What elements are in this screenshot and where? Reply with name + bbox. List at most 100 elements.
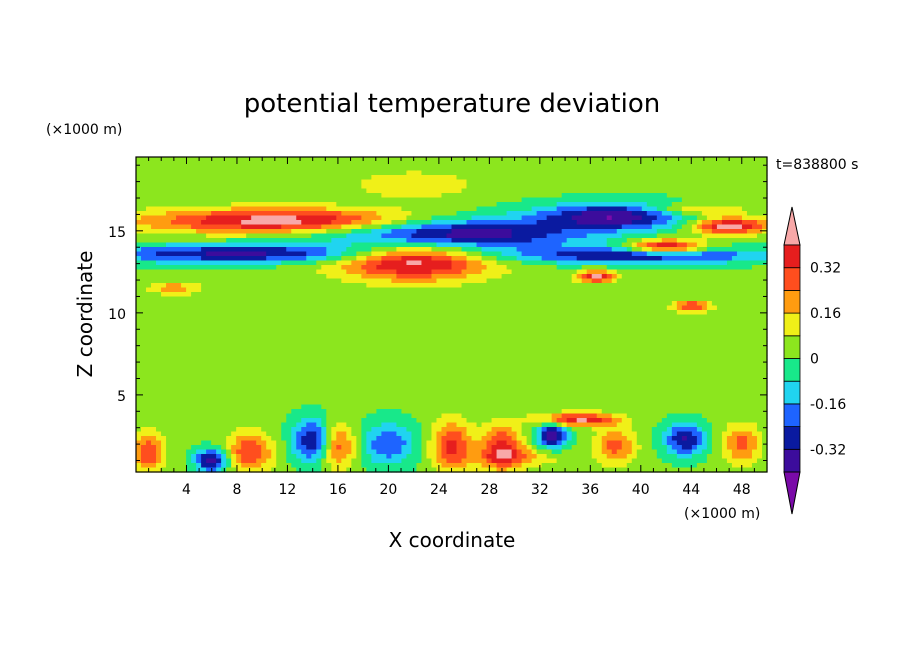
heatmap-cell <box>611 328 618 334</box>
heatmap-cell <box>471 215 478 221</box>
heatmap-cell <box>386 301 393 307</box>
heatmap-cell <box>326 229 332 235</box>
heatmap-cell <box>171 296 177 302</box>
heatmap-cell <box>626 233 633 239</box>
heatmap-cell <box>661 193 668 199</box>
heatmap-cell <box>361 220 367 226</box>
heatmap-cell <box>486 274 493 280</box>
heatmap-cell <box>266 296 272 302</box>
heatmap-cell <box>481 310 488 316</box>
heatmap-cell <box>541 157 548 163</box>
heatmap-cell <box>461 283 468 289</box>
heatmap-cell <box>206 170 212 176</box>
heatmap-cell <box>631 314 638 320</box>
heatmap-cell <box>651 188 658 194</box>
heatmap-cell <box>621 179 628 185</box>
heatmap-cell <box>296 238 302 244</box>
heatmap-cell <box>431 274 438 280</box>
heatmap-cell <box>631 188 638 194</box>
heatmap-cell <box>751 215 758 221</box>
heatmap-cell <box>146 328 152 334</box>
heatmap-cell <box>331 224 337 230</box>
heatmap-cell <box>616 184 623 190</box>
heatmap-cell <box>311 197 317 203</box>
heatmap-cell <box>216 332 222 338</box>
heatmap-cell <box>526 211 533 217</box>
heatmap-cell <box>306 220 312 226</box>
heatmap-cell <box>646 238 653 244</box>
heatmap-cell <box>461 238 468 244</box>
heatmap-cell <box>646 310 653 316</box>
heatmap-cell <box>386 287 393 293</box>
heatmap-cell <box>141 296 147 302</box>
heatmap-cell <box>601 157 608 163</box>
heatmap-cell <box>721 229 728 235</box>
heatmap-cell <box>456 256 463 262</box>
heatmap-cell <box>446 301 453 307</box>
heatmap-cell <box>411 188 418 194</box>
heatmap-cell <box>501 296 508 302</box>
heatmap-cell <box>211 211 217 217</box>
heatmap-cell <box>231 328 237 334</box>
heatmap-cell <box>601 229 608 235</box>
heatmap-cell <box>236 319 242 325</box>
heatmap-cell <box>416 166 423 172</box>
heatmap-cell <box>746 233 753 239</box>
heatmap-cell <box>141 188 147 194</box>
heatmap-cell <box>261 328 267 334</box>
heatmap-cell <box>421 328 428 334</box>
heatmap-cell <box>581 197 588 203</box>
heatmap-cell <box>731 175 738 181</box>
heatmap-cell <box>186 265 192 271</box>
heatmap-cell <box>601 211 608 217</box>
heatmap-cell <box>471 211 478 217</box>
heatmap-cell <box>731 296 738 302</box>
heatmap-cell <box>176 274 182 280</box>
heatmap-cell <box>151 292 157 298</box>
heatmap-cell <box>681 238 688 244</box>
heatmap-cell <box>376 260 382 266</box>
heatmap-cell <box>751 314 758 320</box>
heatmap-cell <box>561 260 568 266</box>
heatmap-cell <box>736 265 743 271</box>
heatmap-cell <box>446 233 453 239</box>
heatmap-cell <box>226 193 232 199</box>
heatmap-cell <box>596 328 603 334</box>
heatmap-cell <box>441 229 448 235</box>
heatmap-cell <box>441 215 448 221</box>
heatmap-cell <box>596 296 603 302</box>
heatmap-cell <box>706 310 713 316</box>
heatmap-cell <box>321 305 327 311</box>
heatmap-cell <box>471 247 478 253</box>
heatmap-cell <box>386 238 393 244</box>
heatmap-cell <box>411 242 418 248</box>
heatmap-cell <box>196 256 202 262</box>
heatmap-cell <box>706 256 713 262</box>
heatmap-cell <box>231 265 237 271</box>
heatmap-cell <box>716 319 723 325</box>
heatmap-cell <box>596 224 603 230</box>
heatmap-cell <box>226 233 232 239</box>
heatmap-cell <box>511 233 518 239</box>
heatmap-cell <box>226 247 232 253</box>
heatmap-cell <box>311 301 317 307</box>
heatmap-cell <box>266 247 272 253</box>
heatmap-cell <box>501 175 508 181</box>
heatmap-cell <box>481 283 488 289</box>
heatmap-cell <box>431 184 438 190</box>
heatmap-cell <box>711 175 718 181</box>
heatmap-cell <box>571 188 578 194</box>
heatmap-cell <box>591 224 598 230</box>
heatmap-cell <box>401 166 408 172</box>
heatmap-cell <box>531 202 538 208</box>
heatmap-cell <box>396 233 403 239</box>
heatmap-cell <box>156 247 162 253</box>
heatmap-cell <box>221 256 227 262</box>
heatmap-cell <box>211 206 217 212</box>
heatmap-cell <box>656 310 663 316</box>
heatmap-cell <box>346 157 352 163</box>
heatmap-cell <box>586 233 593 239</box>
heatmap-cell <box>556 301 563 307</box>
heatmap-cell <box>486 166 493 172</box>
heatmap-cell <box>366 175 372 181</box>
